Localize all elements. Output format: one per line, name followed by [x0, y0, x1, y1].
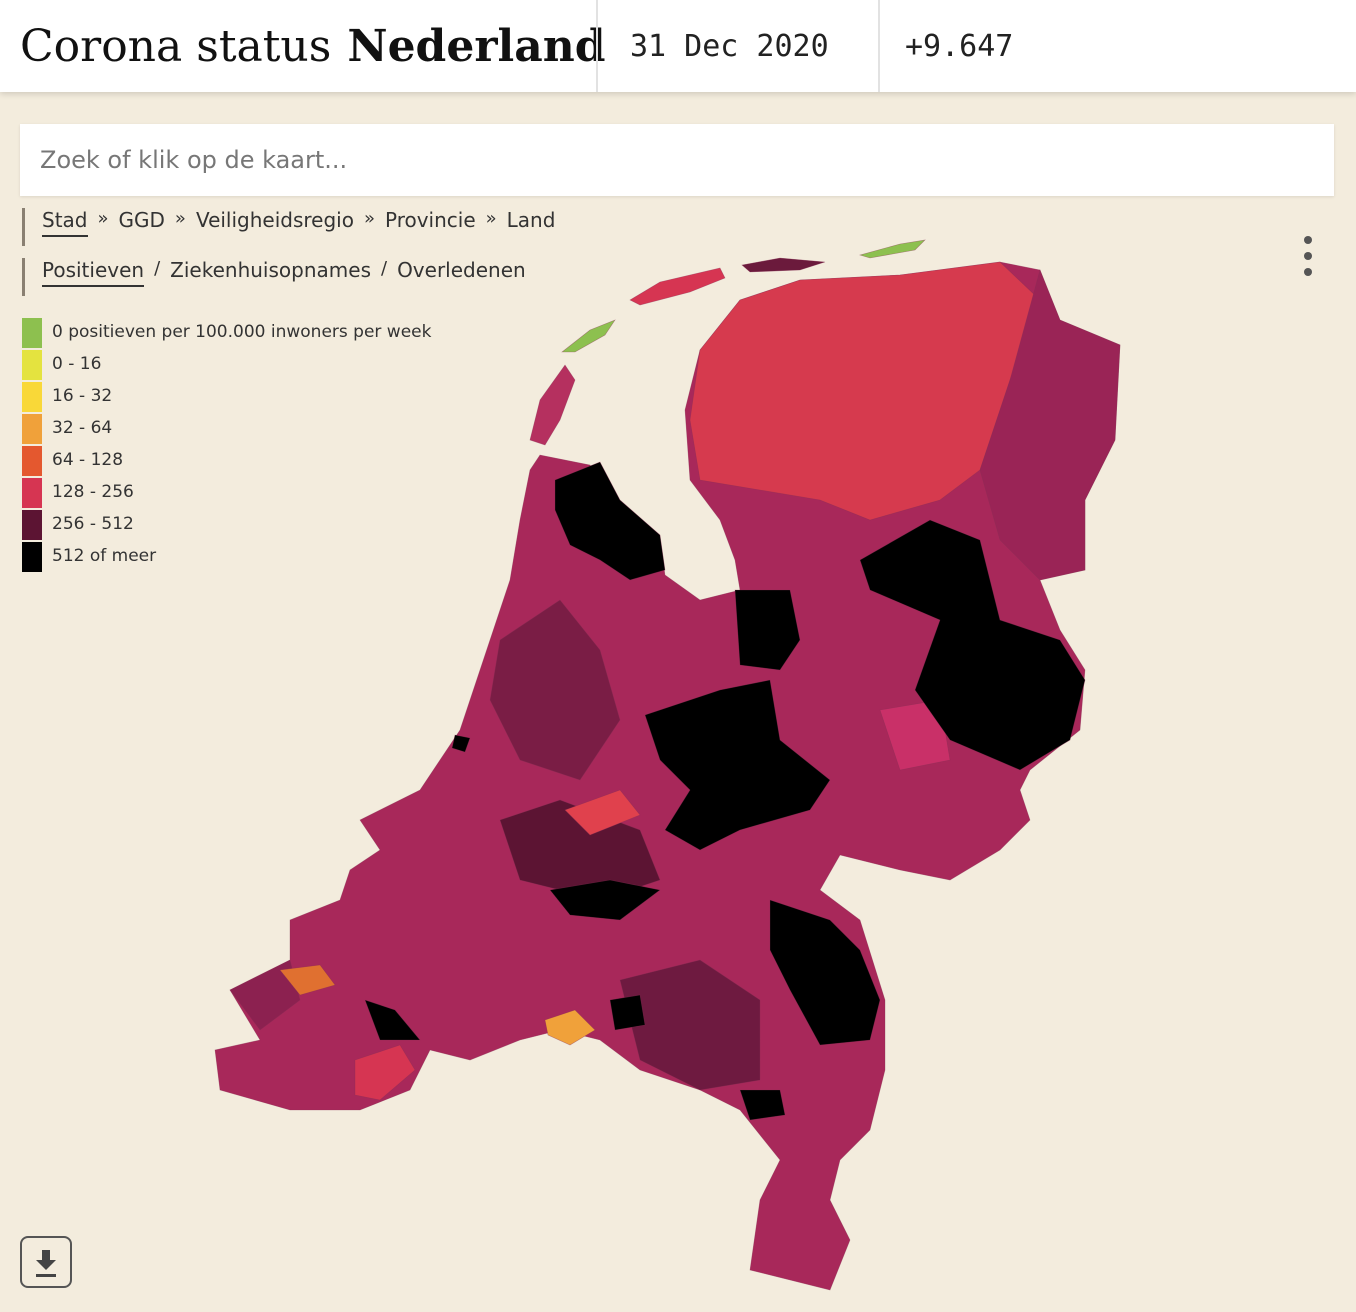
- region[interactable]: [769, 899, 881, 1046]
- legend-label: 16 - 32: [52, 386, 113, 406]
- menu-button[interactable]: [1300, 236, 1316, 276]
- nav-item[interactable]: Stad: [42, 208, 88, 237]
- region[interactable]: [739, 1089, 786, 1121]
- legend-label: 512 of meer: [52, 546, 157, 566]
- region[interactable]: [451, 734, 471, 753]
- date[interactable]: 31 Dec 2020: [630, 28, 829, 64]
- level-nav: Stad » GGD » Veiligheidsregio » Provincie » Land: [22, 208, 555, 246]
- region[interactable]: [619, 959, 761, 1091]
- region[interactable]: [734, 589, 801, 671]
- title: Corona status Nederland: [20, 0, 605, 92]
- region[interactable]: [354, 1044, 416, 1101]
- legend-swatch: [22, 478, 42, 508]
- island[interactable]: [741, 257, 826, 273]
- download-icon: [36, 1250, 56, 1277]
- legend-swatch: [22, 510, 42, 540]
- separator: »: [174, 208, 186, 229]
- nav-item[interactable]: GGD: [118, 208, 165, 232]
- legend-label: 0 positieven per 100.000 inwoners per we…: [52, 322, 432, 342]
- region[interactable]: [554, 461, 666, 581]
- island[interactable]: [858, 239, 926, 259]
- legend-swatch: [22, 542, 42, 572]
- nav-item[interactable]: Overledenen: [397, 258, 526, 282]
- separator: /: [380, 258, 388, 279]
- region[interactable]: [879, 699, 951, 771]
- region[interactable]: [979, 269, 1121, 581]
- region[interactable]: [499, 799, 661, 901]
- search-box[interactable]: Zoek of klik op de kaart...: [20, 124, 1334, 196]
- legend-label: 32 - 64: [52, 418, 113, 438]
- nav-item[interactable]: Positieven: [42, 258, 145, 287]
- dot: [1304, 236, 1312, 244]
- island[interactable]: [529, 364, 576, 446]
- island[interactable]: [561, 319, 616, 353]
- separator: »: [97, 208, 109, 229]
- legend-swatch: [22, 446, 42, 476]
- header: Corona status Nederland 31 Dec 2020 +9.6…: [0, 0, 1356, 92]
- separator: /: [154, 258, 161, 279]
- region[interactable]: [644, 679, 831, 851]
- region[interactable]: [279, 964, 336, 996]
- region[interactable]: [549, 879, 661, 921]
- legend-swatch: [22, 382, 42, 412]
- legend-label: 0 - 16: [52, 354, 102, 374]
- legend-swatch: [22, 318, 42, 348]
- legend-label: 64 - 128: [52, 450, 124, 470]
- nav-item[interactable]: Land: [506, 208, 556, 232]
- count: +9.647: [905, 28, 1014, 64]
- region[interactable]: [859, 519, 1086, 771]
- dot: [1304, 252, 1312, 260]
- region[interactable]: [364, 999, 421, 1041]
- region[interactable]: [609, 994, 646, 1031]
- separator: »: [485, 208, 497, 229]
- legend-swatch: [22, 350, 42, 380]
- metric-nav: Positieven / Ziekenhuisopnames / Overledenen: [22, 258, 526, 296]
- divider: [596, 0, 598, 92]
- region[interactable]: [229, 959, 301, 1031]
- separator: »: [363, 208, 375, 229]
- island[interactable]: [629, 267, 726, 306]
- title-text: Corona status: [20, 20, 332, 72]
- legend-label: 128 - 256: [52, 482, 134, 502]
- region[interactable]: [544, 1009, 596, 1046]
- title-bold: Nederland: [347, 20, 606, 72]
- divider: [878, 0, 880, 92]
- search-placeholder: Zoek of klik op de kaart...: [40, 146, 348, 174]
- download-button[interactable]: [20, 1236, 72, 1288]
- legend-label: 256 - 512: [52, 514, 134, 534]
- nav-item[interactable]: Ziekenhuisopnames: [170, 258, 371, 282]
- nav-item[interactable]: Veiligheidsregio: [195, 208, 354, 232]
- region[interactable]: [564, 789, 641, 836]
- region[interactable]: [489, 599, 621, 781]
- legend-swatch: [22, 414, 42, 444]
- dot: [1304, 268, 1312, 276]
- nav-item[interactable]: Provincie: [384, 208, 476, 232]
